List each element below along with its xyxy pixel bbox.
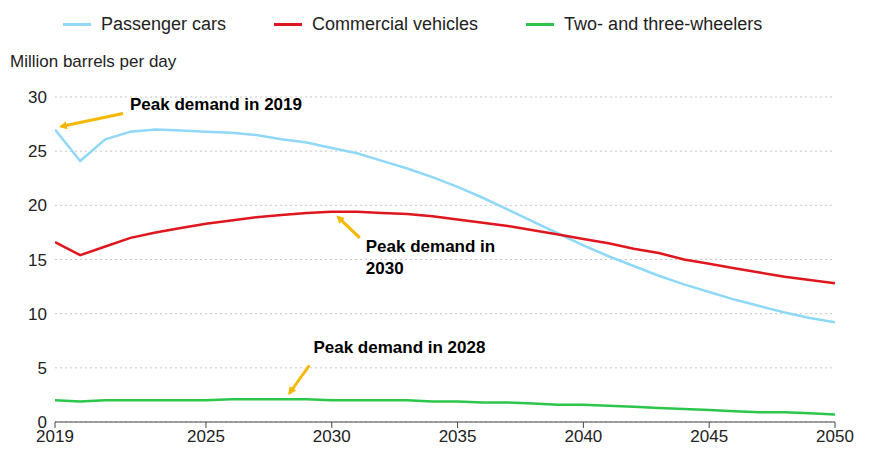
svg-text:2050: 2050: [816, 427, 854, 446]
svg-text:10: 10: [28, 305, 47, 324]
svg-text:20: 20: [28, 196, 47, 215]
svg-text:2030: 2030: [313, 427, 351, 446]
svg-text:2040: 2040: [564, 427, 602, 446]
html-text:Passenger cars: Passenger cars: [101, 13, 227, 34]
html-text:Commercial vehicles: Commercial vehicles: [312, 13, 479, 34]
svg-text:2045: 2045: [690, 427, 728, 446]
svg-text:2025: 2025: [187, 427, 225, 446]
svg-text:5: 5: [38, 359, 47, 378]
svg-text:25: 25: [28, 142, 47, 161]
html-text:Million barrels per day: Million barrels per day: [10, 52, 177, 71]
svg-text:Peak demand in2030: Peak demand in2030: [366, 237, 495, 278]
svg-text:Peak demand in 2019: Peak demand in 2019: [130, 95, 302, 114]
svg-text:30: 30: [28, 88, 47, 107]
svg-text:2035: 2035: [439, 427, 477, 446]
svg-text:15: 15: [28, 251, 47, 270]
html-text:Two- and three-wheelers: Two- and three-wheelers: [564, 13, 763, 34]
svg-text:2019: 2019: [36, 427, 74, 447]
svg-text:Peak demand in 2028: Peak demand in 2028: [313, 338, 485, 357]
svg-text:0: 0: [38, 413, 47, 432]
